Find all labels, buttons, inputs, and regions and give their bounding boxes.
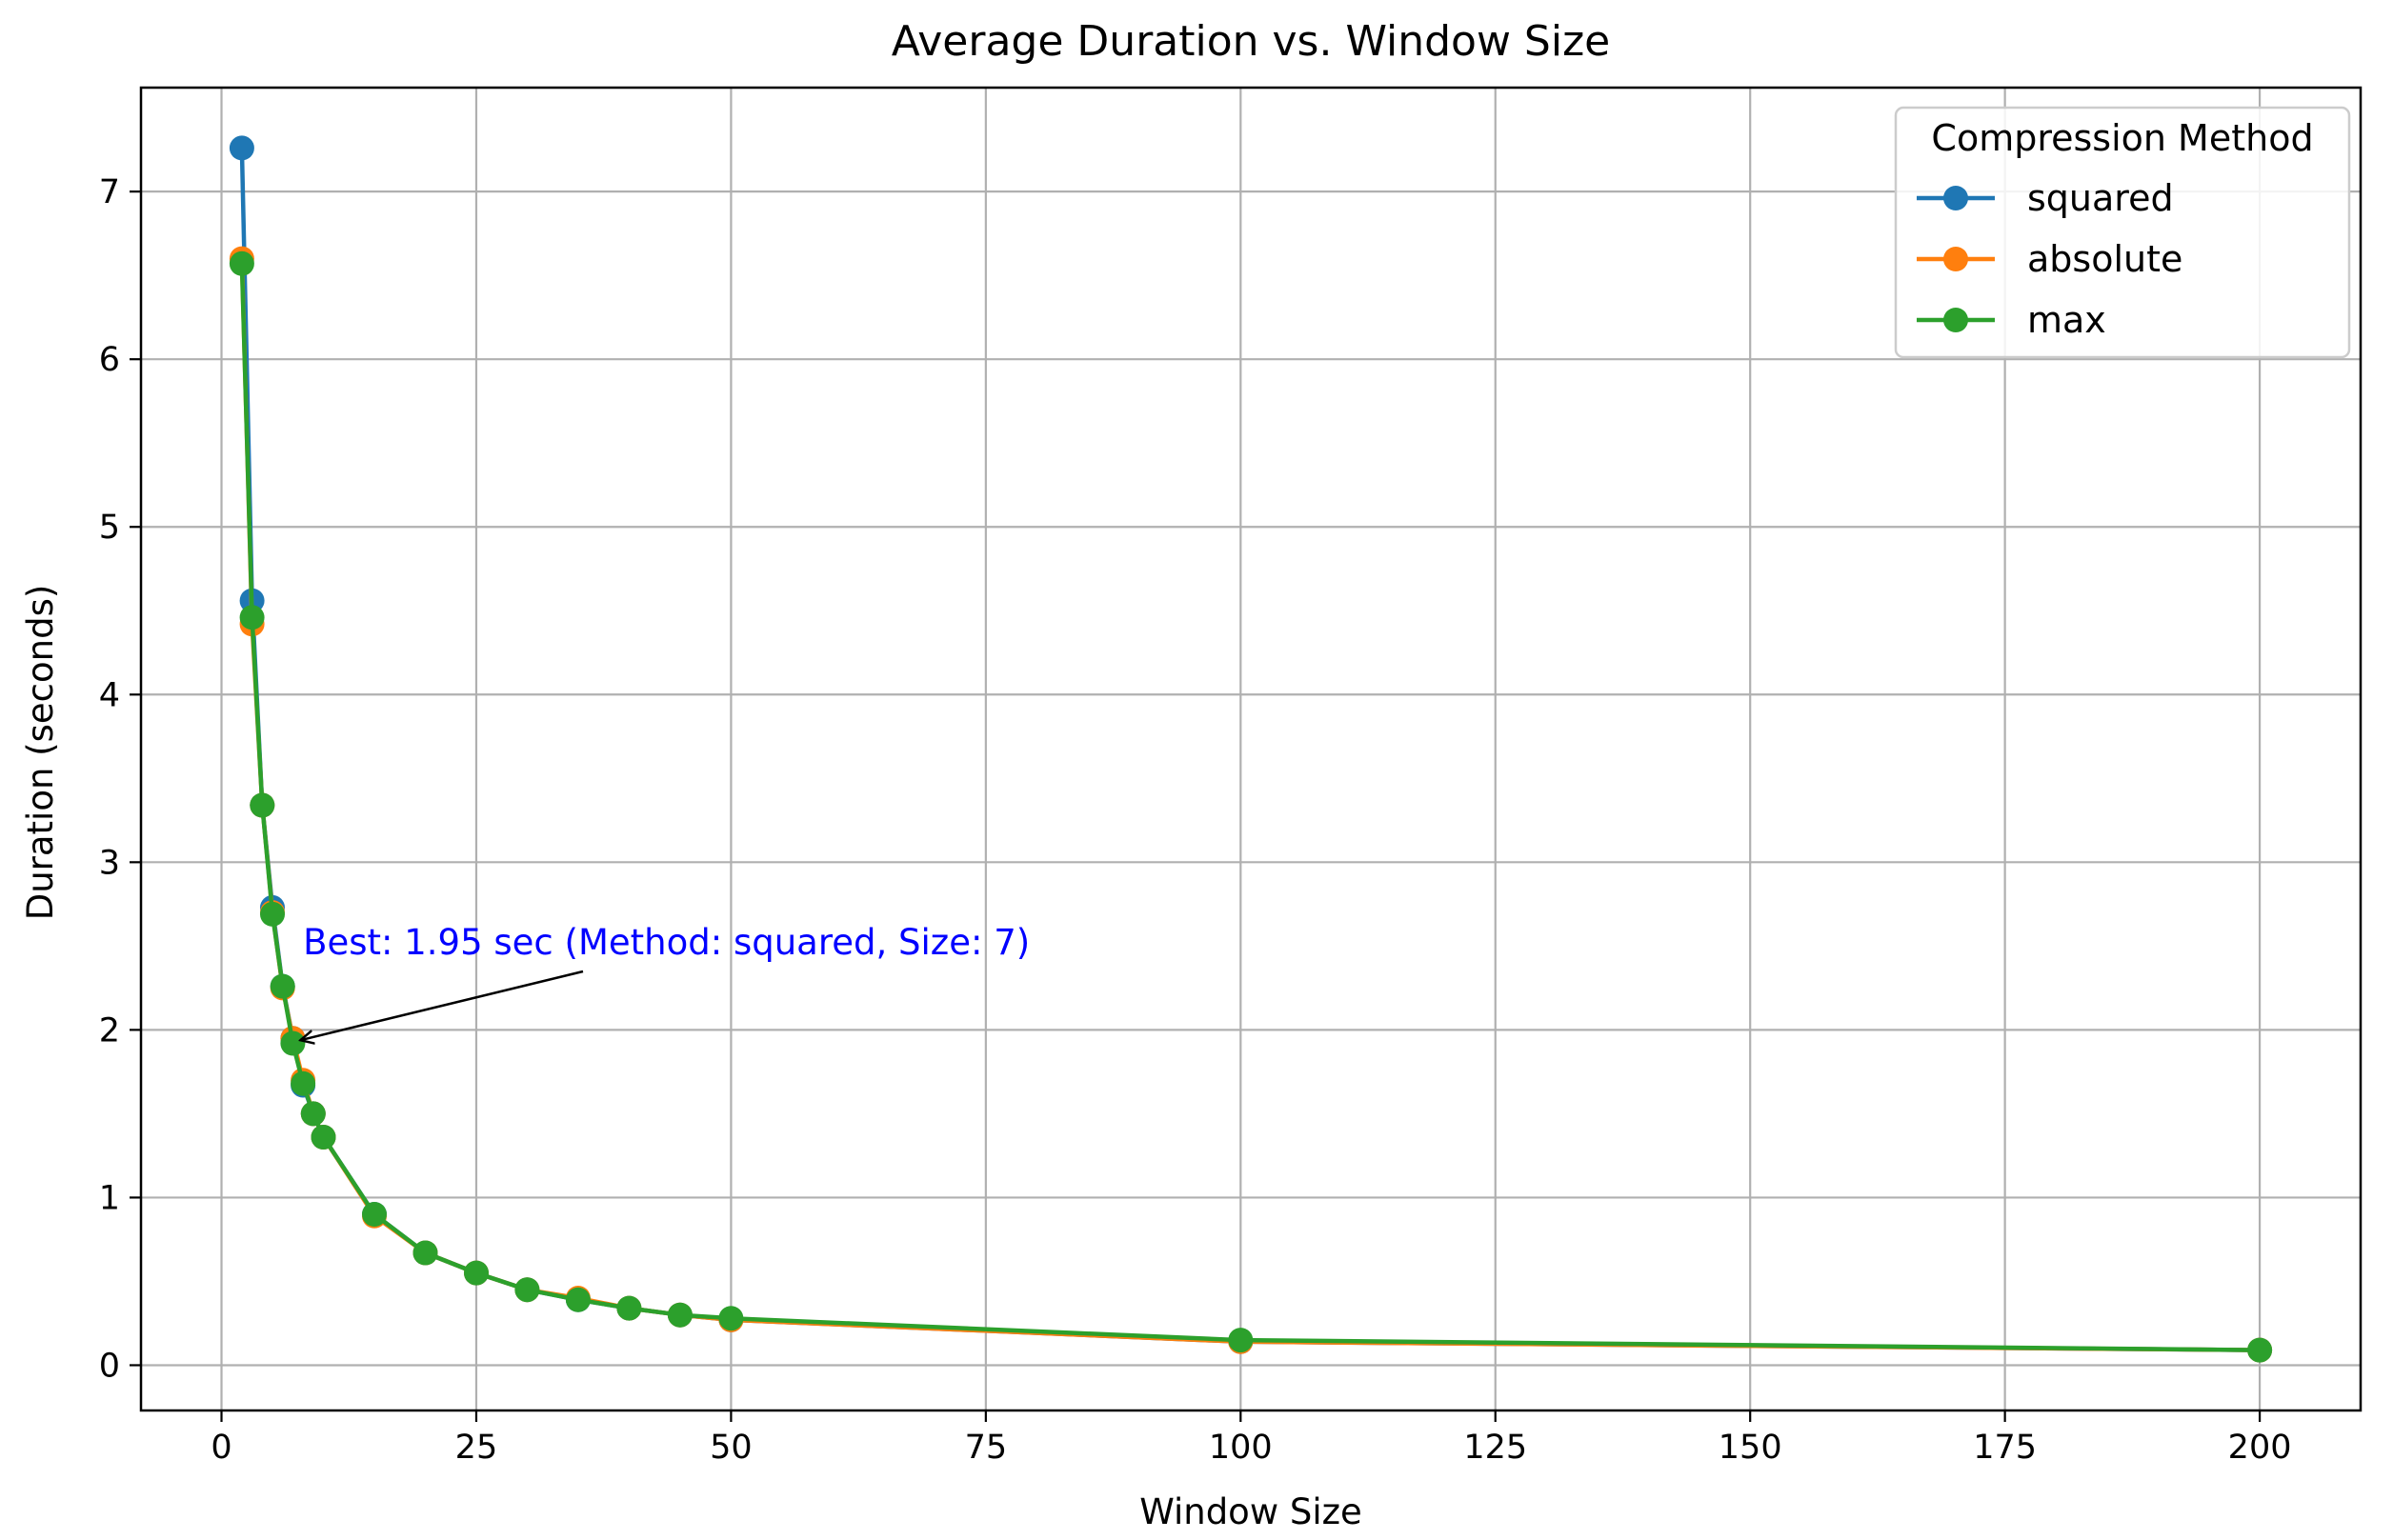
x-tick-label: 100: [1209, 1429, 1273, 1467]
data-point-max: [229, 250, 254, 276]
data-point-max: [260, 901, 285, 927]
y-tick-label: 7: [99, 173, 120, 211]
y-tick-label: 3: [99, 844, 120, 882]
data-point-max: [291, 1070, 316, 1096]
data-point-max: [250, 792, 275, 818]
y-tick-label: 2: [99, 1011, 120, 1050]
x-tick-label: 0: [211, 1429, 231, 1467]
legend-marker: [1943, 308, 1968, 332]
legend-title: Compression Method: [1931, 117, 2313, 159]
data-point-max: [280, 1030, 306, 1056]
data-point-max: [412, 1240, 438, 1266]
x-tick-label: 200: [2228, 1429, 2292, 1467]
y-tick-label: 4: [99, 676, 120, 714]
tick-layer: 0 25 50 75 100 125 150 175 200 0 1 2 3 4 5 6 7: [99, 173, 2292, 1467]
data-point-max: [514, 1277, 540, 1303]
data-point-max: [616, 1295, 642, 1321]
x-tick-label: 75: [965, 1429, 1008, 1467]
data-point-max: [464, 1260, 489, 1286]
x-tick-label: 50: [710, 1429, 753, 1467]
data-point-max: [2247, 1337, 2273, 1363]
data-point-max: [667, 1302, 693, 1328]
y-tick-label: 1: [99, 1179, 120, 1217]
data-point-max: [1228, 1328, 1254, 1353]
legend-marker: [1943, 247, 1968, 271]
legend-item-squared: squared: [1917, 177, 2174, 219]
x-tick-label: 25: [455, 1429, 498, 1467]
data-point-max: [300, 1101, 326, 1127]
legend-label: absolute: [2027, 238, 2182, 280]
plot-frame: [139, 86, 2363, 1412]
data-point-max: [362, 1202, 387, 1227]
data-point-max: [565, 1287, 591, 1312]
data-point-max: [270, 973, 295, 999]
x-tick-label: 175: [1973, 1429, 2037, 1467]
y-tick-label: 0: [99, 1347, 120, 1385]
legend-box: [1894, 106, 2351, 359]
data-point-max: [718, 1306, 744, 1331]
legend-item-absolute: absolute: [1917, 238, 2182, 280]
legend-item-max: max: [1917, 299, 2106, 341]
legend-label: max: [2027, 299, 2106, 341]
data-point-max: [239, 605, 265, 630]
series-max: [229, 250, 2273, 1363]
x-axis-label: Window Size: [1139, 1491, 1362, 1532]
chart-title: Average Duration vs. Window Size: [892, 17, 1611, 66]
legend: Compression Method squared absolute max: [1894, 106, 2351, 359]
data-point-max: [311, 1125, 336, 1150]
legend-items: squared absolute max: [1917, 177, 2182, 341]
legend-label: squared: [2027, 177, 2174, 219]
annotation-arrow: [300, 970, 584, 1040]
y-tick-label: 6: [99, 341, 120, 379]
x-tick-label: 150: [1719, 1429, 1782, 1467]
series-layer: [229, 135, 2273, 1363]
y-tick-label: 5: [99, 509, 120, 547]
annotation-text: Best: 1.95 sec (Method: squared, Size: 7…: [303, 922, 1030, 963]
y-axis-label: Duration (seconds): [20, 585, 61, 921]
legend-marker: [1943, 186, 1968, 210]
annotation: Best: 1.95 sec (Method: squared, Size: 7…: [300, 922, 1030, 1040]
x-tick-label: 125: [1463, 1429, 1527, 1467]
data-point-squared: [229, 135, 254, 161]
